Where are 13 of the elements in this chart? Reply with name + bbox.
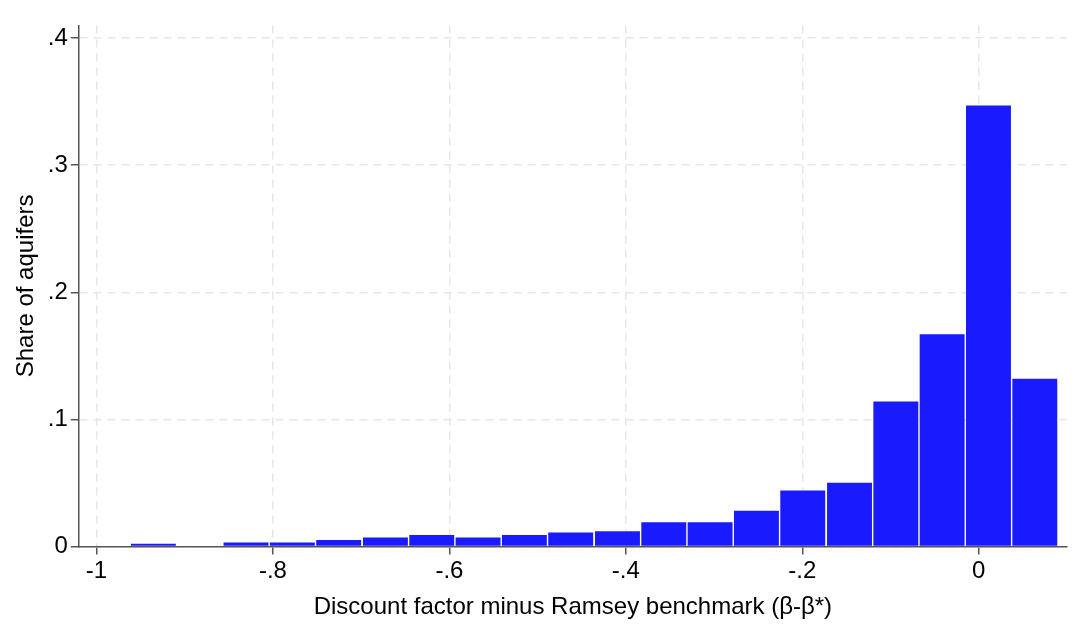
x-tick-label: -.2 [788, 556, 817, 584]
y-tick-label: .4 [47, 22, 68, 50]
y-axis-title: Share of aquifers [11, 194, 39, 378]
x-axis-title: Discount factor minus Ramsey benchmark (β-β*) [313, 592, 833, 620]
x-tick-label: -.4 [611, 556, 640, 584]
y-tick-label: .1 [47, 403, 68, 431]
x-tick-label: -1 [85, 556, 108, 584]
y-tick-label: .3 [47, 149, 68, 177]
x-tick-label: 0 [972, 556, 986, 584]
y-tick-label: .2 [47, 276, 68, 304]
y-tick-label: 0 [54, 531, 68, 559]
x-tick-label: -.6 [435, 556, 464, 584]
x-tick-label: -.8 [258, 556, 287, 584]
